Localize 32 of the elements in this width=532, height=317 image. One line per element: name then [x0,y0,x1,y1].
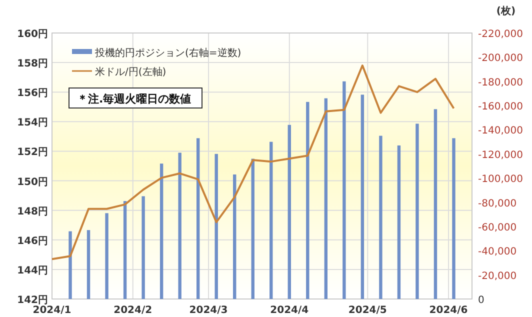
y-tick-label: 146円 [17,236,48,247]
y2-tick-label: -180,000 [478,77,523,88]
x-tick-label: 2024/4 [270,305,309,316]
y-tick-label: 142円 [17,295,48,306]
y2-tick-label: -140,000 [478,126,523,137]
y2-tick-label: 0 [478,295,484,306]
y2-tick-label: -60,000 [478,222,517,234]
x-tick-label: 2024/1 [32,305,72,316]
y-tick-label: 150円 [17,176,48,188]
y-tick-label: 158円 [17,58,48,70]
y-tick-label: 144円 [17,265,48,276]
y2-tick-label: -160,000 [478,102,523,113]
y2-tick-label: -80,000 [478,198,517,210]
x-tick-label: 2024/5 [348,305,387,316]
legend-label: 投機的円ポジション(右軸=逆数) [94,47,242,59]
x-tick-label: 2024/3 [189,305,228,316]
y2-tick-label: -40,000 [478,246,517,258]
legend-label: 米ドル/円(左軸) [95,66,166,78]
y-tick-label: 156円 [17,88,48,100]
y2-tick-label: -100,000 [478,174,523,186]
y2-tick-label: -200,000 [478,53,523,64]
y-tick-label: 148円 [17,206,48,218]
y-tick-label: 160円 [17,29,48,40]
x-tick-label: 2024/6 [429,305,468,316]
y2-tick-label: -220,000 [478,29,523,40]
x-tick-label: 2024/2 [114,305,152,316]
y2-axis-title: (枚) [496,5,516,17]
y2-tick-label: -20,000 [478,270,517,282]
annotation: ＊注.毎週火曜日の数値 [77,92,192,106]
y-tick-label: 152円 [17,147,48,158]
y2-tick-label: -120,000 [478,150,523,161]
y-tick-label: 154円 [17,118,48,129]
